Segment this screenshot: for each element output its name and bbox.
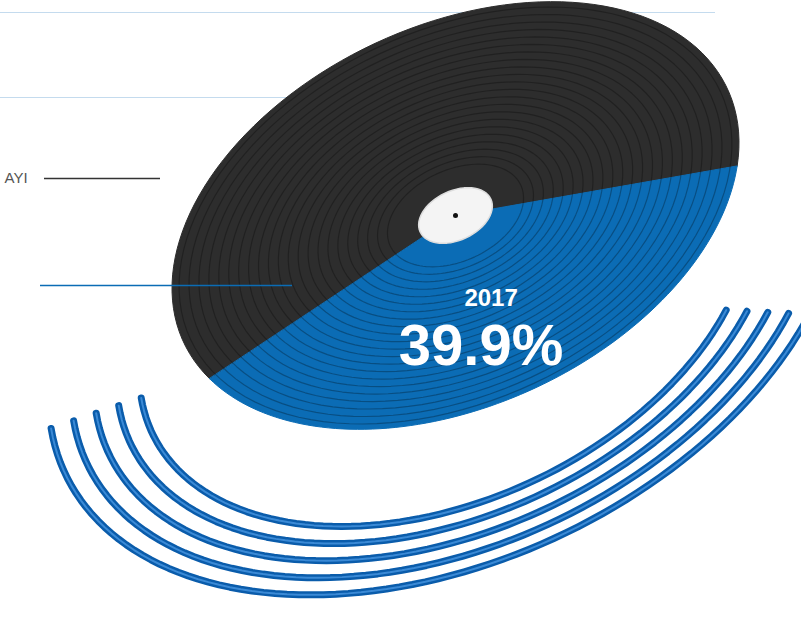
- svg-text:2017: 2017: [464, 284, 517, 311]
- svg-text:39.9%: 39.9%: [399, 312, 563, 377]
- svg-text:AYI: AYI: [5, 169, 28, 186]
